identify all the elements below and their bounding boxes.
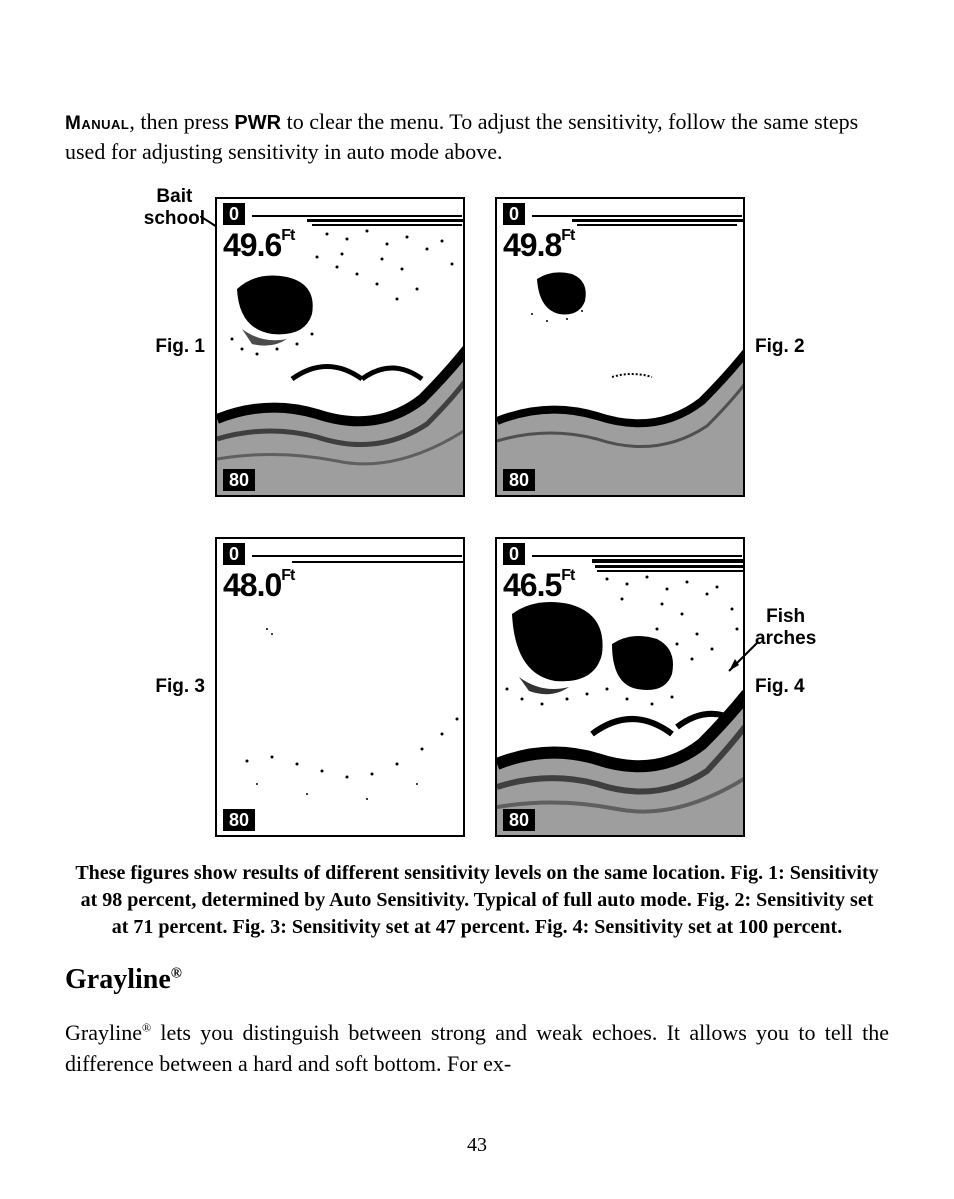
sonar-svg-fig3: [217, 539, 465, 837]
body-rest: lets you distinguish between strong and …: [65, 1020, 889, 1076]
body-start: Grayline: [65, 1020, 142, 1045]
bait-line2: school: [144, 208, 205, 229]
sonar-svg-fig4: [497, 539, 745, 837]
intro-paragraph: Manual, then press PWR to clear the menu…: [65, 107, 889, 167]
page-number: 43: [0, 1134, 954, 1157]
depth-bottom-marker: 80: [223, 469, 255, 491]
fig2-label-cell: Fig. 2: [745, 336, 895, 358]
sonar-fig1: 0 49.6Ft: [215, 197, 465, 497]
fish-line2: arches: [755, 628, 816, 649]
gap: [495, 502, 745, 532]
fig3-label: Fig. 3: [155, 676, 205, 697]
fig3-label-cell: Fig. 3: [65, 676, 215, 698]
figures-caption: These figures show results of different …: [75, 860, 879, 941]
gap: [745, 502, 895, 532]
sonar-svg-fig2: [497, 199, 745, 497]
bait-school-label: Bait school: [144, 186, 205, 232]
intro-text-1: , then press: [129, 109, 234, 134]
fish-arrow-icon: [725, 641, 760, 676]
fig1-label: Fig. 1: [155, 336, 205, 357]
pwr-label: PWR: [234, 112, 281, 134]
gap: [465, 502, 495, 532]
fig1-label-cell: Bait school Fig. 1: [65, 336, 215, 358]
fig4-label: Fig. 4: [755, 676, 805, 697]
sonar-fig2: 0 49.8Ft: [495, 197, 745, 497]
fig4-label-cell: Fish arches Fig. 4: [745, 676, 895, 698]
depth-bottom-marker: 80: [503, 469, 535, 491]
registered-mark: ®: [171, 966, 182, 982]
sonar-fig4: 0 46.5Ft: [495, 537, 745, 837]
heading-text: Grayline: [65, 964, 171, 995]
manual-label: Manual: [65, 113, 129, 134]
fish-line1: Fish: [766, 606, 805, 627]
grayline-heading: Grayline®: [65, 964, 889, 996]
registered-mark-small: ®: [142, 1021, 151, 1035]
gap: [215, 502, 465, 532]
bait-line1: Bait: [156, 186, 192, 207]
sonar-fig3: 0 48.0Ft: [215, 537, 465, 837]
figures-grid: Bait school Fig. 1 0 49.6Ft: [65, 192, 895, 842]
gap: [65, 502, 215, 532]
depth-bottom-marker: 80: [223, 809, 255, 831]
grayline-body: Grayline® lets you distinguish between s…: [65, 1018, 889, 1080]
sonar-svg-fig1: [217, 199, 465, 497]
fish-arches-label: Fish arches: [755, 606, 816, 652]
page: Manual, then press PWR to clear the menu…: [0, 0, 954, 1142]
depth-bottom-marker: 80: [503, 809, 535, 831]
fig2-label: Fig. 2: [755, 336, 805, 357]
